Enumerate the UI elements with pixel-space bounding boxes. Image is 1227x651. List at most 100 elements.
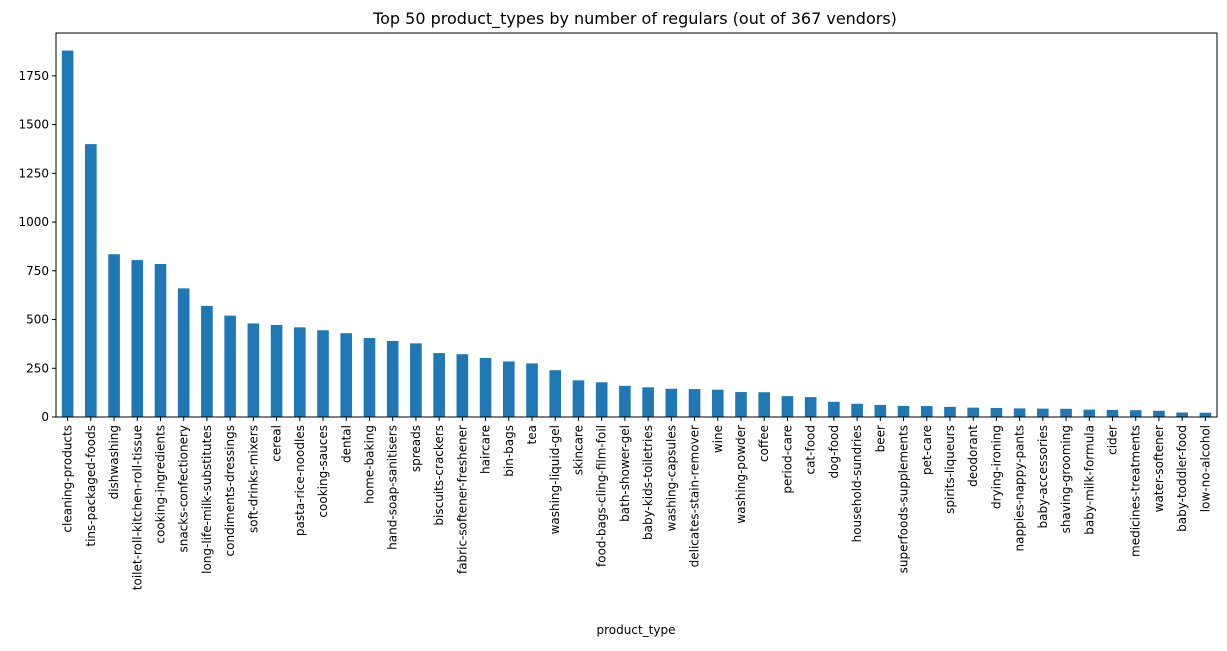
bar-bath-shower-gel (619, 385, 631, 417)
y-tick-label: 250 (26, 361, 49, 375)
y-axis: 0 250 500 750 1000 1250 1500 1750 (18, 69, 56, 424)
x-tick-label: pet-care (920, 425, 934, 475)
bar-baby-accessories (1037, 408, 1049, 417)
bar-coffee (758, 392, 771, 417)
bar-drying-ironing (990, 408, 1003, 417)
x-tick-label: coffee (757, 425, 771, 462)
bar-haircare (479, 357, 492, 417)
plot-frame (55, 32, 1218, 418)
x-tick-label: deodorant (966, 425, 980, 487)
bar-spirits-liqueurs (944, 406, 956, 417)
bar-shaving-grooming (1060, 408, 1072, 417)
x-tick-label: soft-drinks-mixers (246, 425, 260, 533)
x-tick-label: baby-accessories (1036, 425, 1050, 529)
x-tick-label: dishwashing (107, 425, 121, 499)
bar-dog-food (828, 401, 840, 417)
bar-tins-packaged-foods (85, 144, 97, 418)
bar-washing-liquid-gel (549, 370, 562, 417)
x-tick-label: spreads (409, 425, 423, 472)
x-tick-label: bin-bags (502, 425, 516, 477)
x-tick-label: spirits-liqueurs (943, 425, 957, 514)
bar-biscuits-crackers (433, 353, 445, 417)
bar-medicines-treatments (1129, 410, 1142, 417)
x-tick-label: skincare (571, 425, 585, 475)
bar-washing-capsules (665, 388, 678, 417)
x-tick-label: drying-ironing (989, 425, 1003, 509)
bar-wine (711, 389, 724, 417)
x-tick-label: cooking-sauces (316, 425, 330, 518)
x-tick-label: water-softener (1152, 425, 1166, 512)
bar-hand-soap-sanitisers (386, 340, 399, 417)
x-tick-label: fabric-softener-freshener (455, 425, 469, 574)
bar-superfoods-supplements (897, 405, 910, 417)
y-tick-label: 1500 (18, 118, 49, 132)
bar-soft-drinks-mixers (247, 323, 260, 417)
y-tick-label: 1000 (18, 215, 49, 229)
bar-pet-care (920, 406, 933, 417)
bar-toilet-roll-kitchen-roll-tissue (131, 260, 144, 417)
x-tick-label: tins-packaged-foods (84, 425, 98, 547)
x-tick-label: shaving-grooming (1059, 425, 1073, 533)
x-tick-label: baby-milk-formula (1082, 425, 1096, 535)
bar-beer (874, 404, 887, 417)
x-tick-label: snacks-confectionery (177, 425, 191, 553)
bar-household-sundries (851, 403, 863, 417)
bar-low-no-alcohol (1199, 412, 1212, 417)
bar-cereal (270, 325, 283, 417)
x-tick-label: biscuits-crackers (432, 425, 446, 526)
bar-pasta-rice-noodles (294, 327, 306, 417)
bar-fabric-softener-freshener (456, 354, 469, 417)
x-tick-label: baby-kids-toiletries (641, 425, 655, 540)
bar-nappies-nappy-pants (1013, 408, 1026, 417)
x-tick-label: dental (339, 425, 353, 463)
bar-tea (526, 363, 538, 417)
x-axis: cleaning-products tins-packaged-foods dish… (61, 417, 1212, 590)
bar-long-life-milk-substitutes (201, 305, 213, 417)
x-tick-label: washing-capsules (664, 425, 678, 531)
x-tick-label: period-care (780, 425, 794, 494)
x-tick-label: cooking-ingredients (153, 425, 167, 544)
x-tick-label: washing-powder (734, 425, 748, 524)
bar-washing-powder (735, 392, 747, 417)
x-tick-label: long-life-milk-substitutes (200, 425, 214, 574)
x-tick-label: cereal (270, 425, 284, 462)
bar-spreads (410, 343, 422, 417)
x-tick-label: delicates-stain-remover (688, 425, 702, 567)
bar-cooking-sauces (317, 330, 329, 417)
bar-delicates-stain-remover (688, 389, 701, 417)
bar-baby-milk-formula (1083, 409, 1096, 417)
bar-period-care (781, 396, 794, 417)
x-tick-label: cleaning-products (61, 425, 75, 533)
y-tick-label: 500 (26, 313, 49, 327)
x-tick-label: condiments-dressings (223, 425, 237, 556)
x-tick-label: home-baking (362, 425, 376, 504)
y-tick-label: 750 (26, 264, 49, 278)
bar-condiments-dressings (224, 315, 236, 417)
x-tick-label: baby-toddler-food (1175, 425, 1189, 532)
bar-cooking-ingredients (154, 263, 167, 417)
bar-baby-kids-toiletries (642, 387, 654, 417)
x-tick-label: dog-food (827, 425, 841, 478)
bar-skincare (572, 380, 585, 417)
bar-dental (340, 333, 353, 417)
x-tick-label: nappies-nappy-pants (1013, 425, 1027, 551)
bar-dishwashing (108, 254, 120, 417)
bar-snacks-confectionery (177, 288, 190, 417)
bar-cider (1106, 409, 1119, 417)
y-tick-label: 1250 (18, 166, 49, 180)
x-tick-label: pasta-rice-noodles (293, 425, 307, 536)
bar-cat-food (804, 397, 817, 417)
x-axis-label: product_type (597, 623, 676, 637)
bar-baby-toddler-food (1176, 412, 1188, 417)
chart-title: Top 50 product_types by number of regula… (372, 9, 897, 29)
bar-water-softener (1153, 410, 1165, 417)
y-tick-label: 0 (41, 410, 49, 424)
x-tick-label: household-sundries (850, 425, 864, 542)
bar-home-baking (363, 338, 376, 417)
x-tick-label: wine (711, 425, 725, 453)
x-tick-label: bath-shower-gel (618, 425, 632, 522)
x-tick-label: medicines-treatments (1129, 425, 1143, 557)
bar-deodorant (967, 407, 979, 417)
